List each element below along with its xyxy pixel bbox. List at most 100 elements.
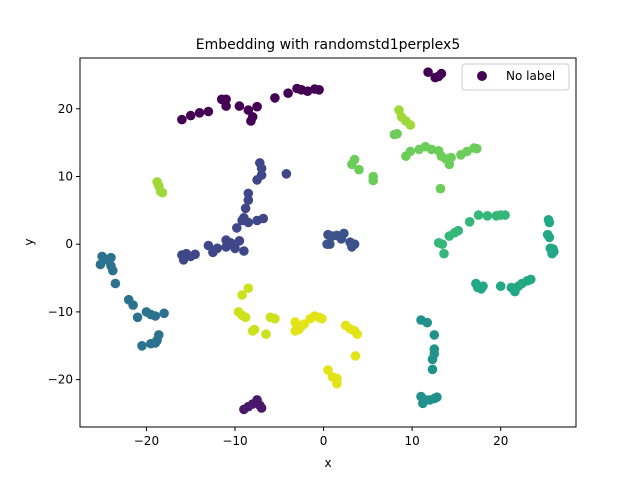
- data-point: [203, 106, 214, 117]
- y-axis-label: y: [22, 238, 36, 245]
- data-point: [427, 364, 438, 375]
- y-axis: −20 −10 0 10 20: [48, 102, 80, 387]
- data-point: [478, 281, 488, 292]
- data-point: [350, 351, 361, 361]
- data-point: [322, 239, 332, 249]
- data-point: [418, 398, 428, 409]
- data-point: [472, 143, 482, 154]
- data-point: [203, 240, 214, 251]
- data-point: [368, 171, 379, 182]
- x-tick-label: 10: [405, 434, 420, 448]
- data-point: [108, 265, 118, 276]
- data-point: [444, 231, 455, 241]
- data-point: [249, 324, 260, 335]
- data-point: [239, 246, 249, 256]
- data-point: [435, 183, 446, 194]
- data-point: [261, 329, 271, 340]
- x-axis-label: x: [324, 456, 331, 470]
- data-point: [234, 101, 245, 111]
- data-point: [526, 274, 536, 285]
- data-point: [544, 232, 555, 243]
- data-point: [317, 313, 327, 324]
- data-point: [464, 217, 475, 227]
- data-point: [110, 278, 121, 289]
- data-point: [349, 154, 360, 165]
- y-tick-label: 20: [58, 102, 73, 116]
- data-point: [405, 146, 416, 157]
- x-axis: −20 −10 0 10 20: [134, 427, 508, 448]
- data-point: [106, 252, 116, 263]
- data-point: [347, 242, 357, 252]
- data-point: [436, 68, 447, 79]
- data-point: [232, 223, 242, 233]
- data-point: [427, 354, 438, 365]
- legend-label: No label: [506, 69, 555, 83]
- data-point: [230, 243, 240, 254]
- data-point: [270, 93, 280, 103]
- legend-marker: [477, 71, 487, 81]
- data-point: [423, 67, 433, 77]
- data-point: [432, 392, 442, 403]
- data-point: [150, 311, 161, 321]
- data-point: [352, 329, 363, 340]
- data-point: [405, 120, 416, 130]
- data-point: [159, 308, 169, 319]
- data-point: [446, 152, 456, 163]
- data-point: [500, 210, 510, 220]
- x-tick-label: 0: [320, 434, 328, 448]
- data-point: [252, 175, 262, 185]
- data-point: [299, 319, 309, 329]
- data-point: [243, 283, 254, 294]
- legend: No label: [461, 63, 570, 91]
- data-point: [185, 110, 196, 121]
- data-point: [437, 239, 448, 249]
- data-point: [256, 403, 267, 413]
- data-point: [544, 217, 555, 228]
- data-point: [332, 378, 342, 389]
- data-point: [243, 195, 254, 205]
- data-point: [132, 312, 143, 323]
- data-point: [234, 236, 245, 246]
- y-tick-label: 0: [65, 237, 73, 251]
- data-point: [178, 254, 189, 265]
- plot-area-frame: [79, 57, 577, 428]
- data-point: [154, 330, 164, 340]
- data-point: [283, 88, 293, 98]
- data-point: [429, 330, 440, 340]
- data-point: [270, 313, 280, 324]
- data-point: [240, 203, 251, 214]
- data-point: [247, 112, 258, 122]
- data-point: [495, 281, 506, 292]
- x-tick-label: −10: [222, 434, 247, 448]
- data-point: [354, 164, 364, 175]
- data-point: [314, 85, 324, 95]
- data-point: [208, 247, 218, 258]
- data-point: [243, 105, 254, 115]
- x-tick-label: 20: [493, 434, 508, 448]
- data-point: [243, 217, 254, 228]
- points-layer: [95, 67, 559, 415]
- y-tick-label: 10: [58, 169, 73, 183]
- chart-title: Embedding with randomstd1perplex5: [196, 37, 460, 53]
- data-point: [281, 169, 292, 179]
- x-tick-label: −20: [134, 434, 159, 448]
- y-tick-label: −20: [48, 373, 73, 387]
- data-point: [258, 213, 269, 224]
- data-point: [221, 242, 231, 252]
- data-point: [128, 300, 138, 310]
- data-point: [392, 129, 402, 139]
- data-point: [137, 341, 147, 351]
- data-point: [473, 210, 484, 220]
- data-point: [256, 163, 267, 174]
- data-point: [482, 211, 493, 221]
- legend-box: [461, 63, 570, 91]
- data-point: [426, 144, 437, 155]
- data-point: [194, 108, 205, 118]
- data-point: [336, 234, 347, 244]
- data-point: [252, 101, 262, 112]
- data-point: [177, 114, 187, 125]
- data-point: [221, 235, 231, 245]
- data-point: [439, 248, 449, 259]
- data-point: [221, 94, 231, 105]
